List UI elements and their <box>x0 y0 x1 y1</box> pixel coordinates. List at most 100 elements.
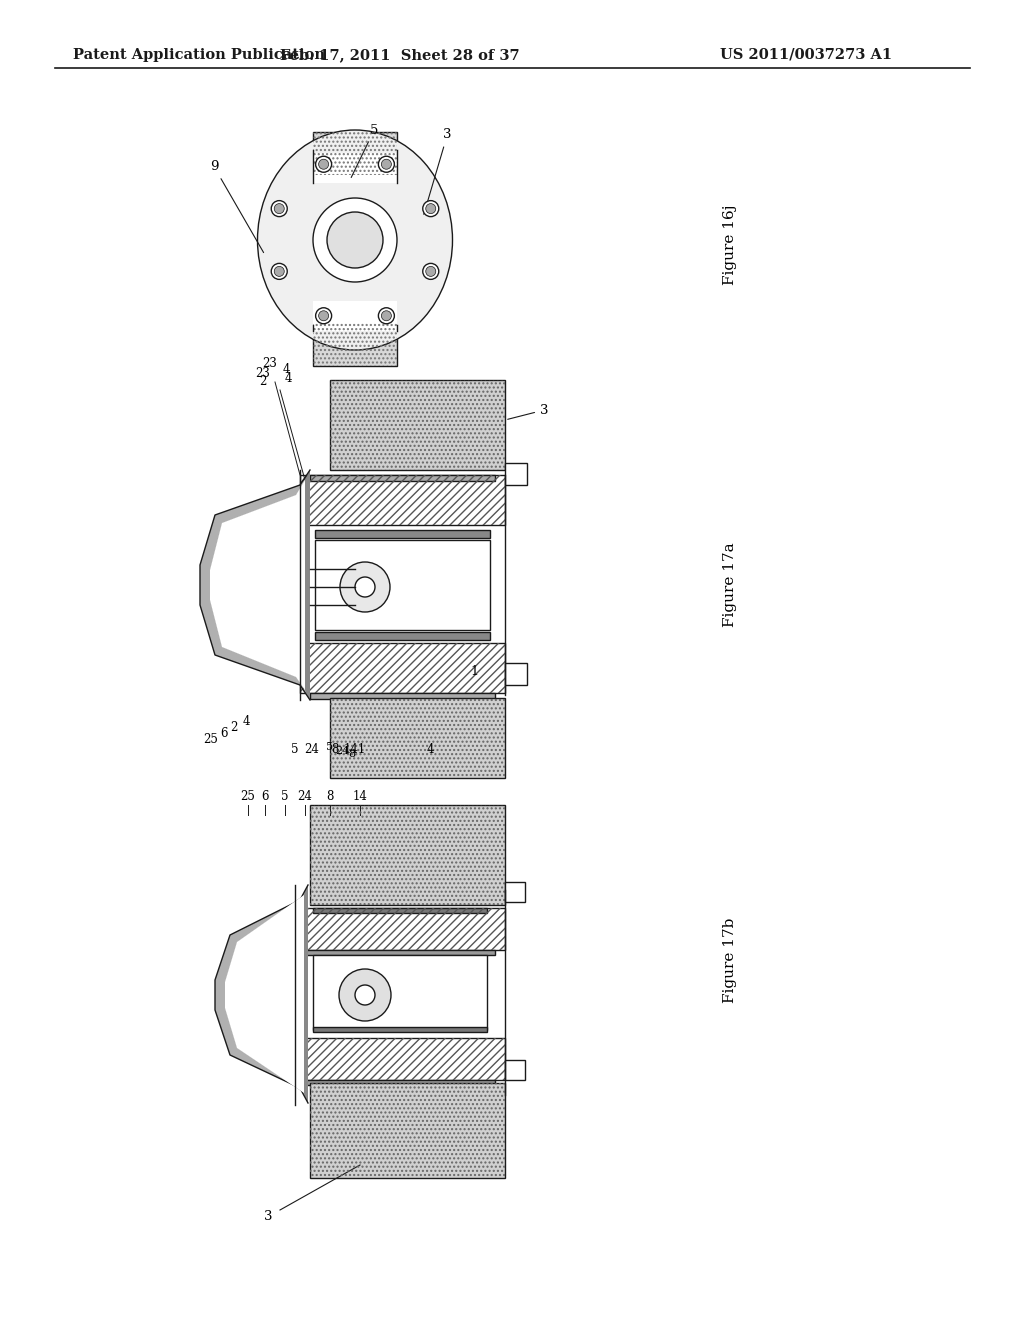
Text: Patent Application Publication: Patent Application Publication <box>73 48 325 62</box>
Text: 8: 8 <box>332 743 339 756</box>
Bar <box>310 475 495 480</box>
Polygon shape <box>215 884 308 1104</box>
Bar <box>300 475 505 525</box>
Text: 2: 2 <box>230 721 238 734</box>
Bar <box>315 632 490 640</box>
Bar <box>295 1038 505 1080</box>
Bar <box>315 540 490 630</box>
Bar <box>330 380 505 470</box>
Circle shape <box>318 310 329 321</box>
Circle shape <box>271 201 288 216</box>
Circle shape <box>315 156 332 172</box>
Polygon shape <box>200 470 310 700</box>
Text: 3: 3 <box>264 1210 272 1224</box>
Text: 9: 9 <box>210 161 263 252</box>
Polygon shape <box>225 895 304 1093</box>
Circle shape <box>274 267 285 276</box>
Text: 25: 25 <box>203 733 218 746</box>
Bar <box>313 153 397 183</box>
Text: 23: 23 <box>262 356 278 370</box>
Text: 24: 24 <box>298 789 312 803</box>
Ellipse shape <box>257 129 453 350</box>
Bar <box>505 1060 525 1080</box>
Circle shape <box>379 308 394 323</box>
Circle shape <box>271 264 288 280</box>
Text: 1: 1 <box>470 665 478 678</box>
Circle shape <box>339 969 391 1020</box>
Text: 5: 5 <box>327 742 334 752</box>
Bar <box>300 475 505 525</box>
Bar <box>505 882 525 902</box>
Polygon shape <box>210 480 305 690</box>
Text: Figure 17b: Figure 17b <box>723 917 737 1003</box>
Bar <box>310 693 495 700</box>
Text: 24: 24 <box>335 746 349 756</box>
Bar <box>313 954 487 1030</box>
Bar <box>305 1080 495 1085</box>
Circle shape <box>327 213 383 268</box>
Bar <box>295 1038 505 1080</box>
Bar <box>313 323 397 366</box>
Circle shape <box>355 577 375 597</box>
Bar <box>313 132 397 176</box>
Circle shape <box>274 203 285 214</box>
Text: 14: 14 <box>352 789 368 803</box>
Text: 4: 4 <box>283 363 291 376</box>
Circle shape <box>381 310 391 321</box>
Text: US 2011/0037273 A1: US 2011/0037273 A1 <box>720 48 892 62</box>
Bar <box>505 663 527 685</box>
Text: 25: 25 <box>241 789 255 803</box>
Text: 4: 4 <box>285 372 293 385</box>
Text: 4: 4 <box>426 743 434 756</box>
Text: Feb. 17, 2011  Sheet 28 of 37: Feb. 17, 2011 Sheet 28 of 37 <box>281 48 520 62</box>
Text: 141: 141 <box>344 743 367 756</box>
Bar <box>330 380 505 470</box>
Polygon shape <box>225 884 308 1104</box>
Polygon shape <box>210 480 305 690</box>
Bar <box>308 323 402 327</box>
Bar <box>505 463 527 484</box>
Bar <box>308 176 402 180</box>
Polygon shape <box>210 470 310 700</box>
Bar <box>313 908 487 913</box>
Text: 2: 2 <box>260 375 267 388</box>
Bar <box>310 805 505 906</box>
Circle shape <box>423 264 438 280</box>
Bar <box>313 301 397 331</box>
Text: 6: 6 <box>261 789 268 803</box>
Circle shape <box>313 198 397 282</box>
Bar <box>295 908 505 950</box>
Text: 6: 6 <box>220 727 228 741</box>
Text: 5: 5 <box>351 124 379 177</box>
Circle shape <box>315 308 332 323</box>
Bar <box>330 698 505 777</box>
Text: 3: 3 <box>508 404 549 420</box>
Text: Figure 17a: Figure 17a <box>723 543 737 627</box>
Bar <box>300 643 505 693</box>
Bar <box>315 531 490 539</box>
Circle shape <box>423 201 438 216</box>
Bar <box>300 643 505 693</box>
Bar <box>313 132 397 176</box>
Circle shape <box>426 267 436 276</box>
Circle shape <box>426 203 436 214</box>
Bar <box>313 323 397 366</box>
Circle shape <box>381 160 391 169</box>
Text: 8: 8 <box>327 789 334 803</box>
Polygon shape <box>225 895 304 1093</box>
Bar <box>305 950 495 954</box>
Bar <box>330 698 505 777</box>
Circle shape <box>340 562 390 612</box>
Circle shape <box>379 156 394 172</box>
Text: 5: 5 <box>291 743 299 756</box>
Bar <box>310 805 505 906</box>
Bar <box>310 1082 505 1177</box>
Text: 3: 3 <box>424 128 452 214</box>
Text: 23: 23 <box>255 367 270 380</box>
Circle shape <box>355 985 375 1005</box>
Text: 24: 24 <box>304 743 319 756</box>
Text: 8: 8 <box>348 748 355 759</box>
Text: 5: 5 <box>282 789 289 803</box>
Bar <box>310 1082 505 1177</box>
Bar <box>313 1027 487 1032</box>
